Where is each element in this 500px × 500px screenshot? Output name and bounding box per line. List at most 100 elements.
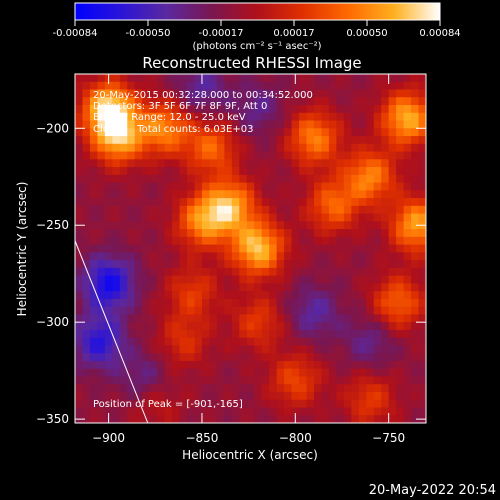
- heatmap-pixel: [418, 236, 426, 246]
- heatmap-pixel: [142, 384, 151, 393]
- heatmap-pixel: [119, 368, 128, 378]
- heatmap-pixel: [276, 167, 285, 176]
- heatmap-pixel: [201, 89, 211, 98]
- heatmap-pixel: [381, 112, 390, 122]
- heatmap-pixel: [299, 128, 308, 137]
- heatmap-pixel: [164, 97, 173, 106]
- heatmap-pixel: [75, 120, 84, 129]
- heatmap-pixel: [343, 260, 352, 269]
- heatmap-pixel: [261, 143, 270, 153]
- heatmap-pixel: [224, 81, 233, 91]
- heatmap-pixel: [112, 205, 121, 215]
- heatmap-pixel: [216, 306, 225, 316]
- heatmap-pixel: [284, 360, 293, 370]
- heatmap-pixel: [291, 105, 300, 114]
- heatmap-pixel: [82, 143, 91, 153]
- heatmap-pixel: [119, 105, 128, 114]
- heatmap-pixel: [246, 399, 255, 409]
- heatmap-pixel: [142, 337, 151, 347]
- y-axis: −200−250−300−350: [36, 121, 426, 426]
- heatmap-pixel: [358, 213, 367, 222]
- heatmap-pixel: [164, 337, 173, 347]
- heatmap-pixel: [194, 329, 203, 339]
- heatmap-pixel: [97, 89, 106, 98]
- heatmap-pixel: [254, 399, 263, 409]
- heatmap-pixel: [224, 112, 233, 122]
- heatmap-pixel: [396, 415, 405, 423]
- heatmap-pixel: [321, 213, 330, 222]
- heatmap-pixel: [75, 198, 84, 207]
- heatmap-pixel: [119, 190, 128, 199]
- heatmap-pixel: [321, 298, 330, 308]
- heatmap-pixel: [321, 275, 330, 284]
- heatmap-pixel: [179, 407, 188, 416]
- heatmap-pixel: [328, 159, 337, 168]
- heatmap-pixel: [343, 143, 352, 153]
- heatmap-pixel: [187, 267, 196, 277]
- heatmap-pixel: [164, 415, 173, 423]
- heatmap-pixel: [216, 345, 225, 354]
- heatmap-pixel: [366, 159, 375, 168]
- heatmap-pixel: [104, 221, 113, 230]
- heatmap-pixel: [291, 190, 300, 199]
- heatmap-pixel: [388, 376, 397, 385]
- heatmap-pixel: [127, 267, 136, 277]
- heatmap-pixel: [112, 143, 121, 153]
- heatmap-pixel: [411, 252, 420, 261]
- heatmap-pixel: [224, 213, 233, 222]
- heatmap-pixel: [89, 267, 99, 277]
- heatmap-pixel: [313, 252, 323, 261]
- heatmap-pixel: [269, 151, 278, 160]
- heatmap-pixel: [104, 399, 113, 409]
- heatmap-pixel: [112, 291, 121, 300]
- heatmap-pixel: [373, 128, 382, 137]
- heatmap-pixel: [104, 229, 113, 238]
- heatmap-pixel: [261, 368, 270, 378]
- heatmap-pixel: [164, 244, 173, 253]
- heatmap-pixel: [75, 306, 84, 316]
- heatmap-pixel: [276, 143, 285, 153]
- heatmap-pixel: [299, 329, 308, 339]
- heatmap-pixel: [231, 376, 240, 385]
- heatmap-pixel: [246, 198, 255, 207]
- heatmap-pixel: [179, 221, 188, 230]
- heatmap-pixel: [343, 97, 352, 106]
- heatmap-pixel: [418, 345, 426, 354]
- heatmap-pixel: [149, 267, 158, 277]
- heatmap-pixel: [89, 329, 99, 339]
- heatmap-pixel: [119, 415, 128, 423]
- heatmap-pixel: [276, 74, 285, 83]
- heatmap-pixel: [82, 415, 91, 423]
- heatmap-pixel: [396, 190, 405, 199]
- heatmap-pixel: [89, 314, 99, 323]
- heatmap-pixel: [358, 97, 367, 106]
- heatmap-pixel: [112, 105, 121, 114]
- heatmap-pixel: [172, 136, 181, 145]
- heatmap-pixel: [127, 314, 136, 323]
- heatmap-pixel: [321, 112, 330, 122]
- heatmap-pixel: [269, 360, 278, 370]
- heatmap-pixel: [127, 198, 136, 207]
- heatmap-pixel: [291, 81, 300, 91]
- heatmap-pixel: [89, 384, 99, 393]
- heatmap-pixel: [82, 221, 91, 230]
- heatmap-pixel: [366, 306, 375, 316]
- heatmap-pixel: [142, 291, 151, 300]
- heatmap-pixel: [343, 337, 352, 347]
- heatmap-pixel: [89, 74, 99, 83]
- heatmap-pixel: [381, 128, 390, 137]
- heatmap-pixel: [201, 221, 211, 230]
- heatmap-pixel: [119, 167, 128, 176]
- heatmap-pixel: [97, 167, 106, 176]
- heatmap-pixel: [179, 360, 188, 370]
- heatmap-pixel: [306, 399, 315, 409]
- heatmap-pixel: [306, 353, 315, 362]
- heatmap-pixel: [411, 376, 420, 385]
- heatmap-pixel: [358, 298, 367, 308]
- heatmap-pixel: [328, 236, 337, 246]
- heatmap-pixel: [149, 407, 158, 416]
- heatmap-pixel: [411, 105, 420, 114]
- heatmap-pixel: [164, 407, 173, 416]
- heatmap-pixel: [149, 229, 158, 238]
- heatmap-pixel: [194, 159, 203, 168]
